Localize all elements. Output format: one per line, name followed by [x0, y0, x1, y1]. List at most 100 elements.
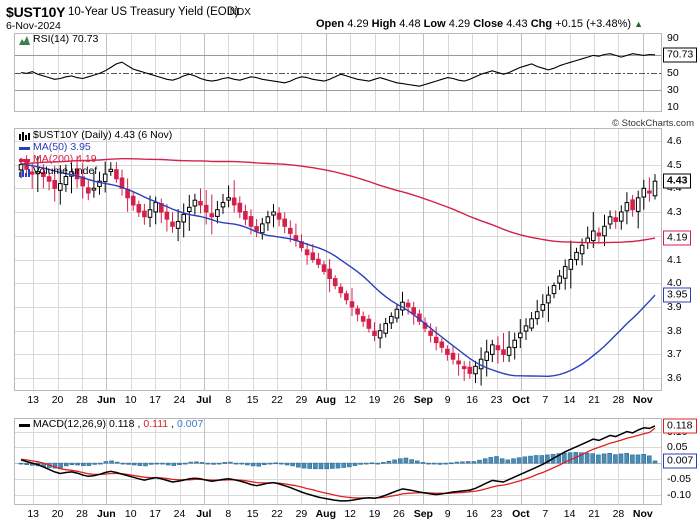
- xaxis-tick-top: 8: [225, 394, 232, 406]
- price-svg: [15, 129, 661, 390]
- xaxis-tick-bottom: 29: [295, 508, 308, 520]
- ma50-legend-text: MA(50) 3.95: [33, 141, 91, 154]
- rsi-mountain-icon: [19, 35, 30, 45]
- xaxis-tick-top: Jun: [97, 394, 116, 406]
- xaxis-tick-top: 12: [344, 394, 357, 406]
- attribution: © StockCharts.com: [612, 118, 694, 129]
- xaxis-tick-bottom: 10: [124, 508, 137, 520]
- xaxis-tick-top: 29: [295, 394, 308, 406]
- price-blue-tag: 3.95: [663, 287, 692, 303]
- xaxis-tick-bottom: 28: [612, 508, 625, 520]
- rsi-ytick: 10: [667, 100, 679, 113]
- ma50-swatch: [19, 146, 30, 150]
- xaxis-tick-bottom: 16: [466, 508, 478, 520]
- xaxis-tick-top: 14: [563, 394, 576, 406]
- rsi-legend-text: RSI(14) 70.73: [33, 33, 99, 46]
- xaxis-tick-bottom: 9: [444, 508, 451, 520]
- ohlc-quote-bar: Open 4.29 High 4.48 Low 4.29 Close 4.43 …: [316, 18, 643, 30]
- macd-plot: [15, 419, 661, 504]
- security-name: 10-Year US Treasury Yield (EOD): [68, 6, 239, 18]
- volume-bars-icon: [19, 168, 30, 177]
- rsi-value-tag: 70.73: [663, 47, 698, 63]
- xaxis-tick-top: Jul: [196, 394, 212, 406]
- macd-value-tag: 0.118: [663, 418, 697, 434]
- xaxis-tick-bottom: Nov: [632, 508, 653, 520]
- xaxis-tick-bottom: 21: [588, 508, 600, 520]
- xaxis-tick-bottom: 19: [368, 508, 381, 520]
- xaxis-tick-top: Oct: [512, 394, 530, 406]
- low-label: Low: [423, 18, 446, 30]
- change-value: +0.15 (+3.48%): [555, 18, 632, 30]
- price-ytick: 4.3: [667, 206, 682, 219]
- xaxis-tick-top: 21: [588, 394, 600, 406]
- xaxis-tick-top: 7: [542, 394, 549, 406]
- macd-swatch: [19, 423, 30, 427]
- macd-legend-name: MACD(12,26,9): [33, 418, 106, 431]
- xaxis-tick-top: 28: [612, 394, 625, 406]
- rsi-plot: [15, 34, 661, 111]
- macd-ytick: -0.10: [667, 488, 691, 501]
- xaxis-tick-bottom: 15: [246, 508, 259, 520]
- price-red-tag: 4.19: [663, 230, 692, 246]
- open-label: Open: [316, 18, 345, 30]
- xaxis-tick-top: 24: [173, 394, 186, 406]
- macd-panel: [14, 418, 662, 505]
- rsi-svg: [15, 34, 661, 111]
- volume-legend-text: Volume undef: [33, 165, 98, 178]
- quote-date: 6-Nov-2024: [6, 20, 61, 32]
- rsi-ytick: 50: [667, 66, 679, 79]
- xaxis-tick-bottom: 17: [149, 508, 161, 520]
- price-ytick: 4.5: [667, 158, 682, 171]
- macd-hist-tag: 0.007: [663, 453, 698, 469]
- xaxis-tick-top: 23: [490, 394, 503, 406]
- close-value: 4.43: [506, 18, 528, 30]
- rsi-ytick: 30: [667, 83, 679, 96]
- xaxis-tick-top: 9: [444, 394, 451, 406]
- xaxis-tick-bottom: Oct: [512, 508, 530, 520]
- open-value: 4.29: [347, 18, 369, 30]
- high-value: 4.48: [399, 18, 421, 30]
- xaxis-tick-top: Aug: [315, 394, 337, 406]
- candlestick-icon: [19, 131, 30, 141]
- rsi-ytick: 90: [667, 32, 679, 45]
- xaxis-tick-top: 19: [368, 394, 381, 406]
- price-panel: [14, 128, 662, 391]
- ma200-legend-text: MA(200) 4.19: [33, 153, 97, 166]
- macd-legend-value: 0.118: [108, 418, 135, 431]
- price-ytick: 4.1: [667, 253, 682, 266]
- macd-ytick: -0.05: [667, 472, 691, 485]
- xaxis-tick-top: Nov: [632, 394, 653, 406]
- xaxis-tick-top: 28: [76, 394, 88, 406]
- price-ytick: 4.0: [667, 277, 682, 290]
- change-direction-icon: ▲: [634, 19, 644, 29]
- macd-ytick: 0.05: [667, 441, 688, 454]
- xaxis-tick-top: 15: [246, 394, 259, 406]
- price-ytick: 4.6: [667, 134, 682, 147]
- xaxis-tick-top: 16: [466, 394, 478, 406]
- xaxis-tick-top: 10: [124, 394, 137, 406]
- high-label: High: [371, 18, 397, 30]
- xaxis-tick-bottom: 7: [542, 508, 549, 520]
- rsi-legend: RSI(14) 70.73: [19, 34, 98, 46]
- xaxis-tick-bottom: Sep: [413, 508, 433, 520]
- macd-hist-value: 0.007: [177, 418, 204, 431]
- ma200-swatch: [19, 158, 30, 162]
- rsi-panel: [14, 33, 662, 112]
- xaxis-tick-bottom: 12: [344, 508, 357, 520]
- change-label: Chg: [530, 18, 553, 30]
- xaxis-tick-bottom: 24: [173, 508, 186, 520]
- price-black-tag: 4.43: [663, 173, 692, 189]
- xaxis-tick-top: 22: [271, 394, 283, 406]
- xaxis-tick-top: 17: [149, 394, 161, 406]
- xaxis-tick-bottom: 28: [76, 508, 88, 520]
- symbol-title: $UST10Y: [6, 4, 66, 20]
- price-ytick: 3.8: [667, 324, 682, 337]
- price-legend: $UST10Y (Daily) 4.43 (6 Nov) MA(50) 3.95…: [19, 130, 172, 178]
- xaxis-tick-bottom: 22: [271, 508, 283, 520]
- xaxis-tick-top: 13: [27, 394, 40, 406]
- xaxis-tick-top: 20: [51, 394, 64, 406]
- exchange-label: INDX: [227, 7, 251, 18]
- xaxis-tick-bottom: 23: [490, 508, 503, 520]
- macd-signal-value: 0.111: [143, 418, 169, 431]
